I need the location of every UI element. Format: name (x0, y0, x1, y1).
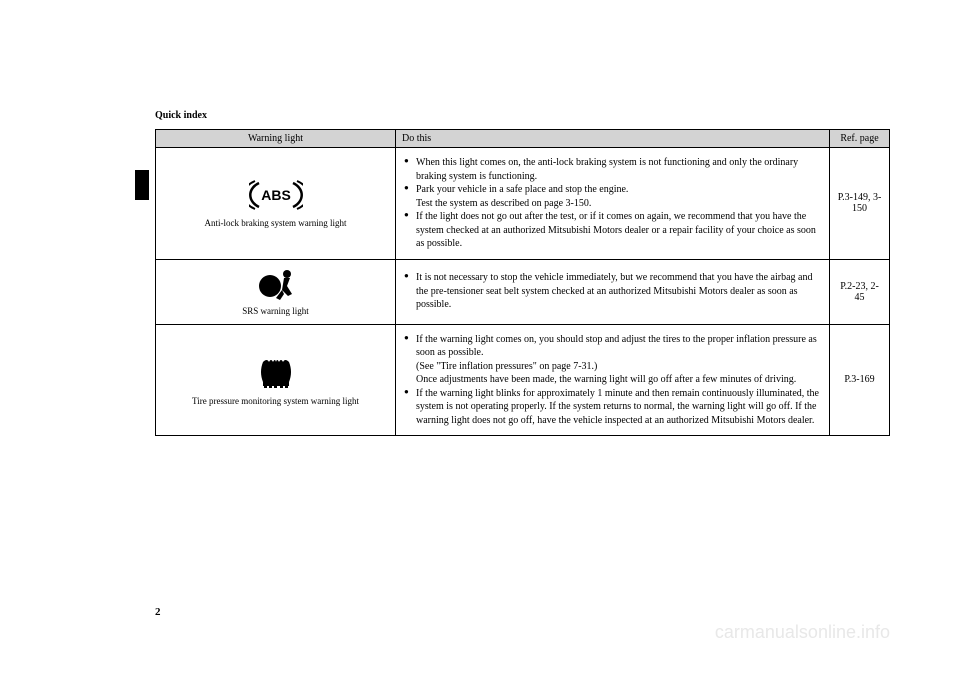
table-row: ABS Anti-lock braking system warning lig… (156, 148, 890, 260)
table-row: SRS warning light It is not necessary to… (156, 259, 890, 324)
sub-text: Test the system as described on page 3-1… (404, 197, 821, 211)
bullet-item: Park your vehicle in a safe place and st… (404, 183, 821, 197)
side-tab (135, 170, 149, 200)
bullet-list: When this light comes on, the anti-lock … (402, 152, 823, 255)
sub-text: Once adjustments have been made, the war… (404, 373, 821, 387)
ref-cell: P.2-23, 2-45 (830, 259, 890, 324)
page-number: 2 (155, 606, 161, 618)
bullet-list: It is not necessary to stop the vehicle … (402, 267, 823, 316)
svg-text:ABS: ABS (261, 187, 291, 203)
header-warning: Warning light (156, 130, 396, 148)
icon-label: Tire pressure monitoring system warning … (192, 396, 359, 406)
ref-cell: P.3-169 (830, 324, 890, 436)
bullet-item: If the warning light comes on, you shoul… (404, 333, 821, 360)
ref-cell: P.3-149, 3-150 (830, 148, 890, 260)
bullet-list: If the warning light comes on, you shoul… (402, 329, 823, 432)
header-ref: Ref. page (830, 130, 890, 148)
watermark: carmanualsonline.info (715, 622, 890, 643)
table-row: Tire pressure monitoring system warning … (156, 324, 890, 436)
page-content: Quick index Warning light Do this Ref. p… (0, 0, 960, 466)
sub-text: (See "Tire inflation pressures" on page … (404, 360, 821, 374)
warning-light-table: Warning light Do this Ref. page ABS (155, 129, 890, 436)
bullet-item: If the warning light blinks for approxim… (404, 387, 821, 428)
tpms-icon (255, 354, 297, 390)
abs-icon: ABS (249, 178, 303, 212)
icon-label: SRS warning light (242, 306, 309, 316)
bullet-item: When this light comes on, the anti-lock … (404, 156, 821, 183)
section-header: Quick index (155, 110, 890, 121)
bullet-item: If the light does not go out after the t… (404, 210, 821, 251)
srs-airbag-icon (254, 268, 298, 300)
bullet-item: It is not necessary to stop the vehicle … (404, 271, 821, 312)
header-dothis: Do this (396, 130, 830, 148)
icon-label: Anti-lock braking system warning light (205, 218, 347, 228)
